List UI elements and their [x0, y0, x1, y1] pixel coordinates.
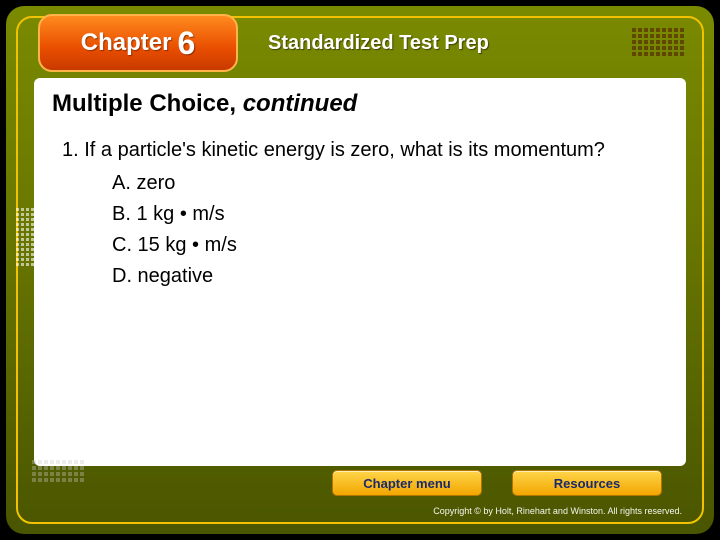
question-text: If a particle's kinetic energy is zero, …: [84, 139, 605, 161]
section-heading-suffix: continued: [243, 90, 358, 117]
option-c: C. 15 kg • m/s: [112, 231, 658, 260]
decor-dots-top-right: [632, 28, 684, 56]
question-number: 1.: [62, 139, 79, 161]
section-heading: Multiple Choice, continued: [34, 78, 686, 126]
decor-dots-left: [16, 208, 34, 266]
option-d: D. negative: [112, 262, 658, 291]
copyright-text: Copyright © by Holt, Rinehart and Winsto…: [433, 506, 682, 516]
option-b: B. 1 kg • m/s: [112, 200, 658, 229]
slide-frame: Chapter 6 Standardized Test Prep Multipl…: [16, 16, 704, 524]
header: Chapter 6 Standardized Test Prep: [18, 18, 702, 78]
chapter-number: 6: [177, 25, 195, 62]
section-heading-main: Multiple Choice,: [52, 90, 236, 117]
page-title: Standardized Test Prep: [268, 32, 489, 55]
footer: Chapter menu Resources: [18, 470, 702, 500]
chapter-tab: Chapter 6: [38, 14, 238, 72]
chapter-label: Chapter: [81, 29, 172, 57]
slide-background: Chapter 6 Standardized Test Prep Multipl…: [6, 6, 714, 534]
options-list: A. zero B. 1 kg • m/s C. 15 kg • m/s D. …: [62, 169, 658, 291]
question-stem: 1. If a particle's kinetic energy is zer…: [62, 136, 658, 165]
question-block: 1. If a particle's kinetic energy is zer…: [34, 126, 686, 291]
content-panel: Multiple Choice, continued 1. If a parti…: [34, 78, 686, 466]
option-a: A. zero: [112, 169, 658, 198]
resources-button[interactable]: Resources: [512, 470, 662, 496]
chapter-menu-button[interactable]: Chapter menu: [332, 470, 482, 496]
